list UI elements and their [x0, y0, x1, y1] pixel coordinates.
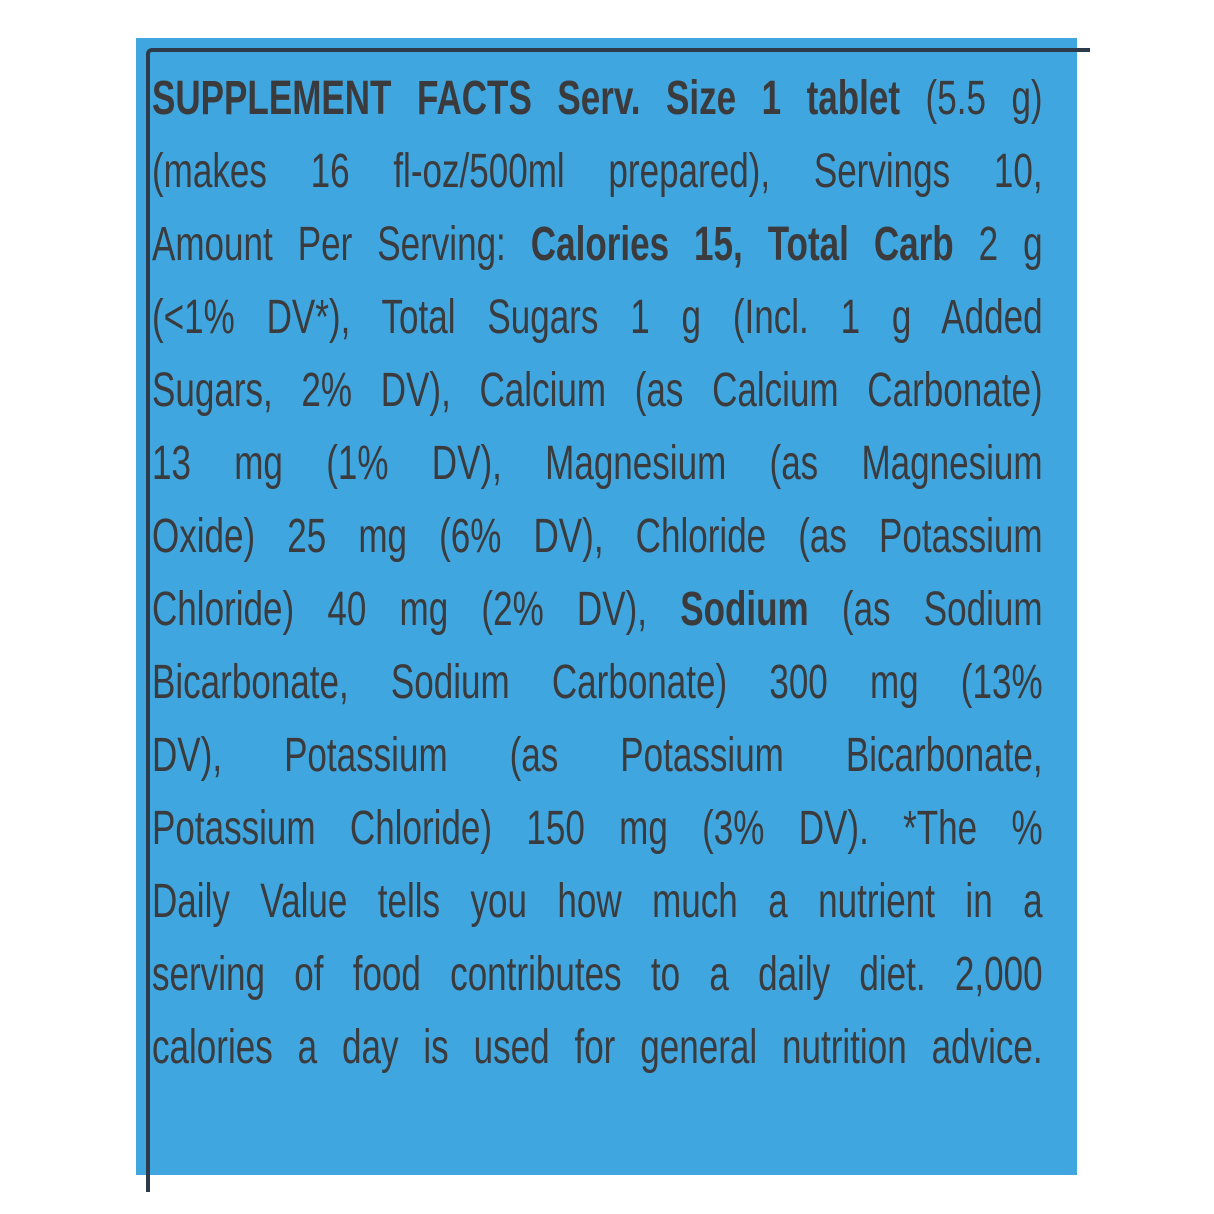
text: Daily Value tells you how much a nutrien… [152, 875, 1043, 928]
text: (<1% DV*), Total Sugars 1 g (Incl. 1 g A… [152, 291, 1043, 344]
text: Oxide) 25 mg (6% DV), Chloride (as Potas… [152, 510, 1043, 563]
label-border [146, 48, 1090, 1192]
text: 2 g [953, 218, 1043, 271]
label-line: (<1% DV*), Total Sugars 1 g (Incl. 1 g A… [152, 281, 1043, 354]
text: Amount Per Serving: [152, 218, 531, 271]
label-line: Sugars, 2% DV), Calcium (as Calcium Carb… [152, 354, 1043, 427]
label-line: Oxide) 25 mg (6% DV), Chloride (as Potas… [152, 500, 1043, 573]
text: (5.5 g) [900, 72, 1043, 125]
text: serving of food contributes to a daily d… [152, 948, 1043, 1001]
label-line: 13 mg (1% DV), Magnesium (as Magnesium [152, 427, 1043, 500]
text: (makes 16 fl-oz/500ml prepared), Serving… [152, 145, 1043, 198]
label-line: Bicarbonate, Sodium Carbonate) 300 mg (1… [152, 646, 1043, 719]
bold-text: Calories 15, Total Carb [530, 218, 954, 271]
text: (as Sodium [808, 583, 1043, 636]
text: Bicarbonate, Sodium Carbonate) 300 mg (1… [152, 656, 1043, 709]
label-line: SUPPLEMENT FACTS Serv. Size 1 tablet (5.… [152, 62, 1043, 135]
text: DV), Potassium (as Potassium Bicarbonate… [152, 729, 1043, 782]
bold-text: SUPPLEMENT FACTS Serv. Size 1 tablet [152, 72, 901, 125]
text: Chloride) 40 mg (2% DV), [152, 583, 681, 636]
label-line: Potassium Chloride) 150 mg (3% DV). *The… [152, 792, 1043, 865]
text: calories a day is used for general nutri… [152, 1021, 1043, 1074]
label-line: Chloride) 40 mg (2% DV), Sodium (as Sodi… [152, 573, 1043, 646]
label-line: Amount Per Serving: Calories 15, Total C… [152, 208, 1043, 281]
label-line: Daily Value tells you how much a nutrien… [152, 865, 1043, 938]
label-line: DV), Potassium (as Potassium Bicarbonate… [152, 719, 1043, 792]
text: Potassium Chloride) 150 mg (3% DV). *The… [152, 802, 1043, 855]
label-line: (makes 16 fl-oz/500ml prepared), Serving… [152, 135, 1043, 208]
supplement-facts-text: SUPPLEMENT FACTS Serv. Size 1 tablet (5.… [152, 62, 1214, 1084]
label-line: calories a day is used for general nutri… [152, 1011, 1043, 1084]
label-line: serving of food contributes to a daily d… [152, 938, 1043, 1011]
text: Sugars, 2% DV), Calcium (as Calcium Carb… [152, 364, 1043, 417]
text: 13 mg (1% DV), Magnesium (as Magnesium [152, 437, 1043, 490]
supplement-facts-label [136, 38, 1077, 1175]
bold-text: Sodium [680, 583, 809, 636]
